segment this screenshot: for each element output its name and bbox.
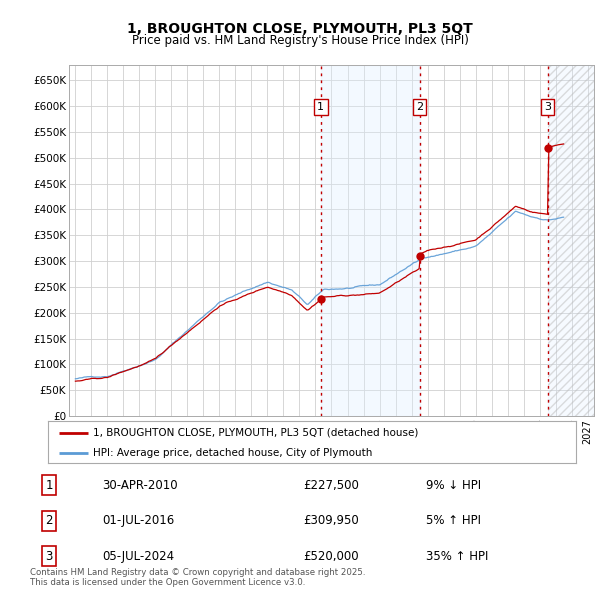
Text: 2: 2 xyxy=(416,102,423,112)
Text: 1: 1 xyxy=(317,102,324,112)
Text: Contains HM Land Registry data © Crown copyright and database right 2025.
This d: Contains HM Land Registry data © Crown c… xyxy=(30,568,365,587)
Bar xyxy=(548,65,594,416)
Text: £520,000: £520,000 xyxy=(303,549,359,563)
Text: 2: 2 xyxy=(46,514,53,527)
Text: 05-JUL-2024: 05-JUL-2024 xyxy=(102,549,174,563)
Bar xyxy=(321,65,419,416)
Text: 3: 3 xyxy=(544,102,551,112)
Text: £309,950: £309,950 xyxy=(303,514,359,527)
Text: 01-JUL-2016: 01-JUL-2016 xyxy=(102,514,175,527)
Text: 1, BROUGHTON CLOSE, PLYMOUTH, PL3 5QT (detached house): 1, BROUGHTON CLOSE, PLYMOUTH, PL3 5QT (d… xyxy=(93,428,418,438)
Text: 5% ↑ HPI: 5% ↑ HPI xyxy=(426,514,481,527)
Text: 35% ↑ HPI: 35% ↑ HPI xyxy=(426,549,488,563)
Text: 3: 3 xyxy=(46,549,53,563)
Bar xyxy=(548,65,594,416)
Text: 30-APR-2010: 30-APR-2010 xyxy=(102,478,178,492)
Text: £227,500: £227,500 xyxy=(303,478,359,492)
Text: HPI: Average price, detached house, City of Plymouth: HPI: Average price, detached house, City… xyxy=(93,448,372,457)
Text: Price paid vs. HM Land Registry's House Price Index (HPI): Price paid vs. HM Land Registry's House … xyxy=(131,34,469,47)
Text: 1: 1 xyxy=(46,478,53,492)
Text: 1, BROUGHTON CLOSE, PLYMOUTH, PL3 5QT: 1, BROUGHTON CLOSE, PLYMOUTH, PL3 5QT xyxy=(127,22,473,36)
Text: 9% ↓ HPI: 9% ↓ HPI xyxy=(426,478,481,492)
